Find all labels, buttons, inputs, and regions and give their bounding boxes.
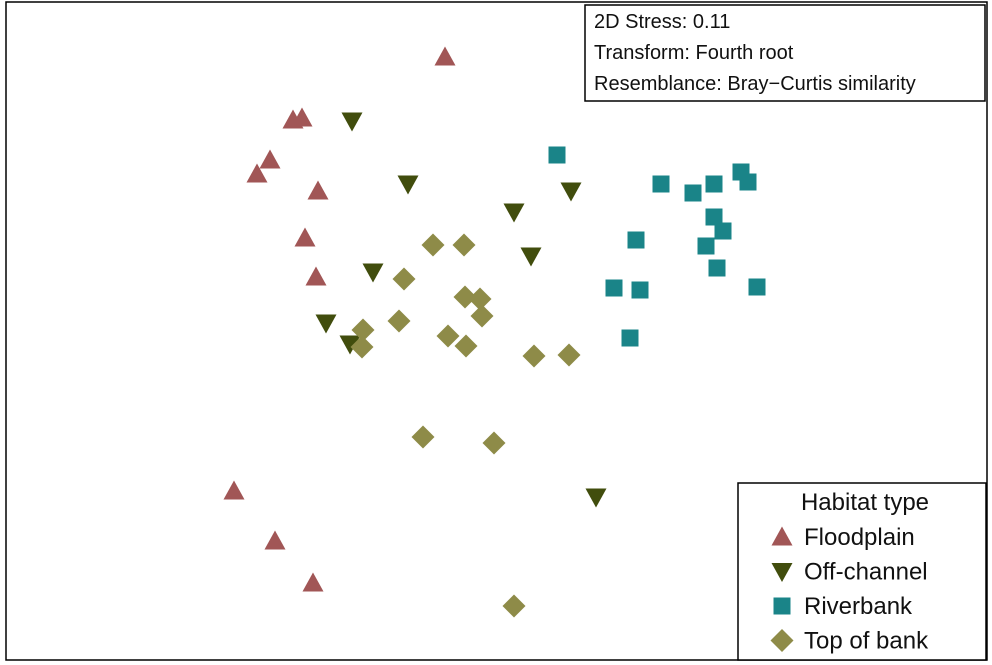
point-triangle-down-4 [520,247,542,267]
point-diamond-13 [411,425,435,449]
data-points [223,46,766,618]
point-triangle-up-10 [302,572,324,592]
legend-marker-triangle-up [771,526,793,546]
point-triangle-down-5 [362,263,384,283]
point-diamond-11 [522,344,546,368]
legend: Habitat type Floodplain Off-channel Riverb… [737,482,987,661]
point-square-1 [652,175,670,193]
point-diamond-5 [470,304,494,328]
point-triangle-down-7 [339,335,361,355]
point-triangle-up-0 [434,46,456,66]
point-triangle-down-1 [397,175,419,195]
point-square-11 [605,279,623,297]
point-triangle-up-6 [294,227,316,247]
point-square-10 [708,259,726,277]
resemblance-text: Resemblance: Bray−Curtis similarity [594,73,916,95]
point-diamond-7 [351,318,375,342]
legend-label: Top of bank [804,628,929,655]
point-square-2 [684,184,702,202]
point-diamond-4 [468,287,492,311]
legend-marker-diamond [770,629,794,652]
point-triangle-up-2 [291,107,313,127]
point-square-12 [631,281,649,299]
point-triangle-up-4 [246,163,268,183]
legend-marker-square [773,597,791,615]
point-diamond-14 [482,431,506,455]
stress-text: 2D Stress: 0.11 [594,11,730,33]
legend-title: Habitat type [801,489,929,516]
legend-marker-triangle-down [771,563,793,582]
point-square-7 [714,222,732,240]
point-square-5 [739,173,757,191]
point-square-6 [705,208,723,226]
point-diamond-9 [350,335,374,359]
point-triangle-up-3 [259,149,281,169]
point-triangle-down-6 [315,314,337,334]
point-triangle-up-5 [307,180,329,200]
stats-box: 2D Stress: 0.11 Transform: Fourth root R… [584,4,986,102]
point-square-13 [748,278,766,296]
point-square-14 [621,329,639,347]
point-triangle-down-0 [341,112,363,132]
legend-label: Floodplain [804,524,915,551]
point-diamond-12 [557,343,581,367]
point-diamond-15 [502,594,526,618]
transform-text: Transform: Fourth root [594,42,794,64]
point-diamond-2 [392,267,416,291]
point-diamond-8 [436,324,460,348]
point-diamond-6 [387,309,411,333]
legend-label: Off-channel [804,559,928,586]
point-triangle-down-8 [585,488,607,508]
point-diamond-1 [452,233,476,257]
point-diamond-3 [453,285,477,309]
stats-box-frame [584,4,986,102]
point-square-8 [627,231,645,249]
point-square-3 [705,175,723,193]
legend-label: Riverbank [804,593,913,620]
legend-items: Floodplain Off-channel Riverbank Top of ban… [770,524,929,655]
point-triangle-down-3 [503,203,525,223]
point-diamond-10 [454,334,478,358]
point-triangle-up-9 [264,530,286,550]
point-triangle-up-8 [223,480,245,500]
point-triangle-down-2 [560,182,582,202]
point-triangle-up-7 [305,266,327,286]
point-diamond-0 [421,233,445,257]
point-square-9 [697,237,715,255]
point-square-0 [548,146,566,164]
